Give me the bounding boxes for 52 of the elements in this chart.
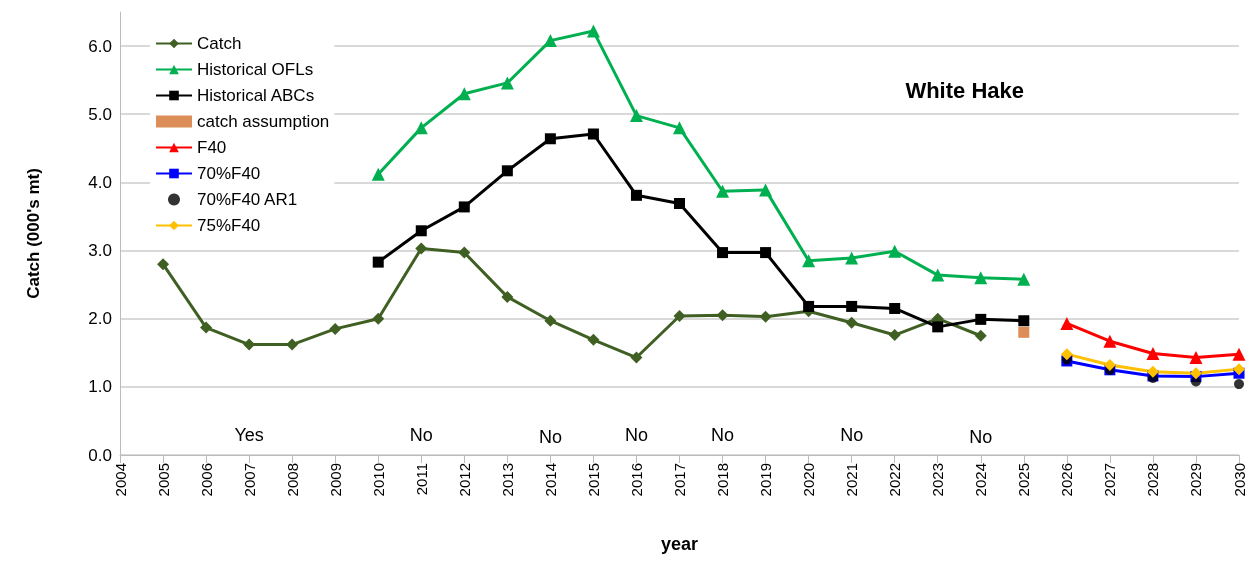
x-tick-label: 2020: [800, 463, 818, 497]
x-tick-label: 2028: [1144, 463, 1162, 497]
x-tick-label: 2010: [369, 463, 387, 497]
x-tick-label: 2025: [1015, 463, 1033, 497]
x-tick-label: 2018: [714, 463, 732, 497]
x-tick-label: 2011: [412, 463, 430, 496]
x-axis-title: year: [660, 534, 699, 554]
legend-label: 70%F40 AR1: [197, 190, 298, 209]
x-tick-label: 2019: [757, 463, 775, 497]
y-tick-label: 3.0: [88, 241, 112, 261]
x-tick-label: 2016: [627, 463, 645, 497]
x-tick-label: 2027: [1101, 463, 1119, 497]
legend-label: catch assumption: [197, 112, 330, 131]
text: White Hake: [905, 77, 1025, 103]
x-tick-label: 2021: [843, 463, 861, 497]
legend-label: Historical ABCs: [197, 86, 315, 105]
y-axis-title: Catch (000's mt): [24, 168, 43, 299]
x-tick-label: 2013: [498, 463, 516, 497]
x-tick-label: 2017: [671, 463, 688, 497]
legend-label: F40: [197, 138, 227, 157]
x-tick-label: 2012: [455, 463, 473, 497]
x-tick-label: 2004: [111, 463, 129, 497]
annotation: No: [409, 424, 433, 445]
annotation: No: [969, 426, 993, 447]
legend-label: 70%F40: [197, 164, 261, 183]
x-tick-label: 2023: [929, 463, 947, 497]
x-tick-label: 2006: [197, 463, 215, 497]
annotation: No: [624, 424, 648, 445]
y-tick-label: 1.0: [88, 377, 112, 397]
x-tick-label: 2014: [541, 463, 559, 497]
x-tick-label: 2026: [1058, 463, 1076, 497]
y-tick-label: 2.0: [88, 309, 112, 329]
annotation: No: [840, 424, 864, 445]
x-tick-label: 2022: [886, 463, 904, 497]
x-tick-label: 2030: [1230, 463, 1247, 497]
annotation: No: [711, 424, 735, 445]
y-tick-label: 0.0: [88, 445, 112, 465]
annotation: No: [538, 426, 562, 447]
x-tick-label: 2005: [154, 463, 172, 497]
x-tick-label: 2029: [1187, 463, 1205, 497]
y-tick-label: 4.0: [88, 172, 112, 192]
x-tick-label: 2007: [240, 463, 258, 497]
y-tick-label: 5.0: [88, 104, 112, 124]
x-tick-label: 2009: [326, 463, 344, 497]
x-tick-label: 2024: [972, 463, 990, 497]
x-tick-label: 2015: [584, 463, 602, 497]
y-tick-label: 6.0: [88, 36, 112, 56]
legend-label: Historical OFLs: [197, 60, 314, 79]
legend-label: 75%F40: [197, 216, 261, 235]
x-tick-label: 2008: [283, 463, 301, 497]
annotation: Yes: [234, 424, 264, 445]
legend-label: Catch: [197, 34, 242, 53]
